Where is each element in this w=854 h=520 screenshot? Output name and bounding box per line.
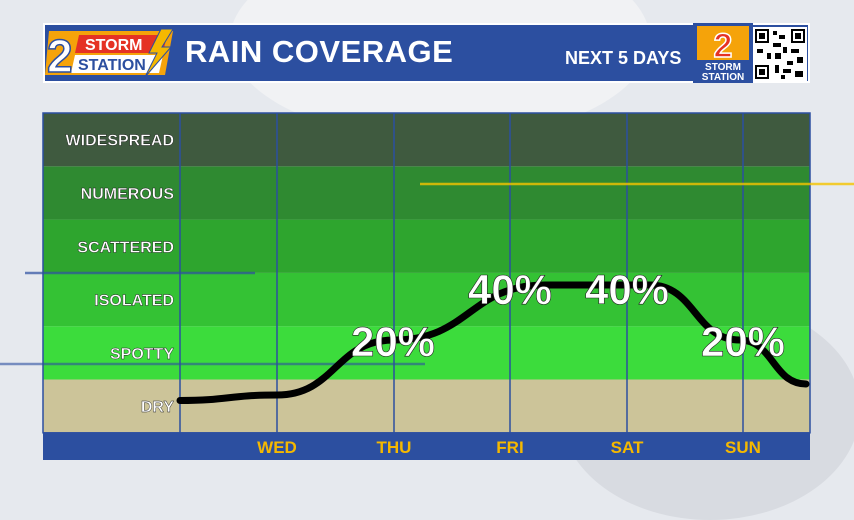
coverage-labels: DRY SPOTTY ISOLATED SCATTERED NUMEROUS WIDESP… — [65, 132, 175, 416]
day-labels: WED THU FRI SAT SUN — [257, 438, 761, 457]
page-subtitle: NEXT 5 DAYS — [565, 48, 682, 68]
coverage-label: SCATTERED — [77, 239, 174, 256]
data-label: 20% — [351, 318, 435, 365]
coverage-label: DRY — [141, 399, 175, 416]
day-label: FRI — [496, 438, 523, 457]
data-label: 20% — [701, 318, 785, 365]
data-label: 40% — [585, 266, 669, 313]
day-label: SUN — [725, 438, 761, 457]
badge-station-text: STATION — [702, 72, 744, 83]
page-title: RAIN COVERAGE — [185, 34, 454, 69]
header-bar: 2 STORM STATION RAIN COVERAGE NEXT 5 DAY… — [43, 23, 810, 83]
coverage-label: NUMEROUS — [81, 186, 175, 203]
badge-number: 2 — [714, 27, 733, 65]
day-label: WED — [257, 438, 297, 457]
logo-storm-text: STORM — [85, 37, 142, 54]
day-axis-bar — [43, 433, 810, 460]
band-scattered — [43, 219, 810, 273]
data-labels: 20% 40% 40% 20% — [351, 266, 786, 366]
rain-coverage-chart: DRY SPOTTY ISOLATED SCATTERED NUMEROUS WIDESP… — [0, 112, 854, 460]
logo-number: 2 — [47, 30, 73, 81]
coverage-label: SPOTTY — [110, 346, 174, 363]
coverage-label: WIDESPREAD — [66, 133, 174, 150]
badge-storm-text: STORM — [705, 62, 741, 73]
lightning-bolt-icon — [144, 28, 174, 78]
day-label: THU — [377, 438, 412, 457]
accent-lines — [0, 182, 854, 366]
band-dry — [43, 379, 810, 433]
band-widespread — [43, 113, 810, 167]
coverage-curve — [176, 281, 810, 404]
data-label: 40% — [468, 266, 552, 313]
logo-station-text: STATION — [78, 57, 146, 74]
day-label: SAT — [611, 438, 644, 457]
coverage-label: ISOLATED — [94, 293, 174, 310]
qr-code-icon — [753, 27, 807, 81]
band-numerous — [43, 166, 810, 220]
storm-station-logo: 2 STORM STATION — [45, 28, 174, 81]
storm-station-badge: 2 STORM STATION — [693, 23, 753, 83]
